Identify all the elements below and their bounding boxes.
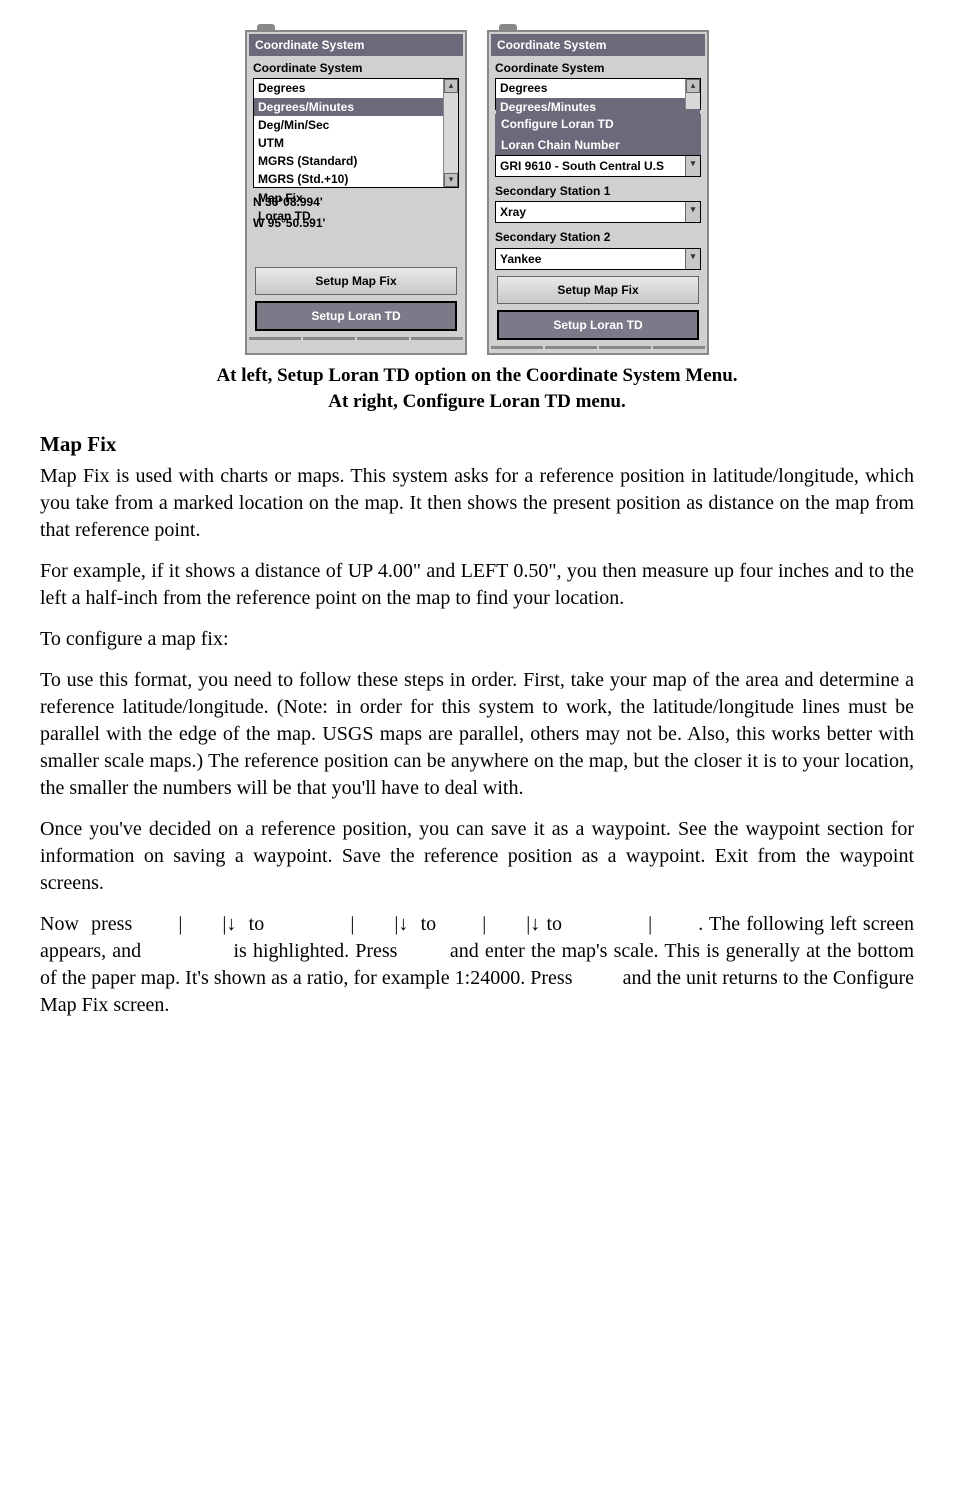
body-paragraph: Once you've decided on a reference posit… [40,816,914,897]
body-paragraph: Map Fix is used with charts or maps. Thi… [40,463,914,544]
list-item[interactable]: Degrees/Minutes [496,98,700,116]
setup-loran-td-button[interactable]: Setup Loran TD [497,310,699,340]
list-item[interactable]: Degrees [254,79,458,97]
list-item[interactable]: Map Fix [254,189,458,207]
right-panel: Coordinate System Coordinate System Degr… [487,30,709,355]
list-item[interactable]: MGRS (Standard) [254,152,458,170]
setup-loran-td-button[interactable]: Setup Loran TD [255,301,457,331]
combo-value: Yankee [500,252,541,266]
chevron-down-icon[interactable]: ▾ [685,156,700,176]
chain-number-combo[interactable]: GRI 9610 - South Central U.S ▾ [495,155,701,177]
body-paragraph: To use this format, you need to follow t… [40,667,914,802]
scrollbar[interactable]: ▴ ▾ [443,79,458,187]
list-item[interactable]: Degrees/Minutes [254,98,458,116]
list-item[interactable]: UTM [254,134,458,152]
chevron-down-icon[interactable]: ▾ [685,202,700,222]
panel-tab [257,24,275,32]
right-subtitle: Coordinate System [489,58,707,78]
combo-value: GRI 9610 - South Central U.S [500,159,664,173]
configure-loran-header: Configure Loran TD [495,114,701,134]
chevron-down-icon[interactable]: ▾ [685,249,700,269]
mini-coordinate-list[interactable]: Degrees Degrees/Minutes ▴ [495,78,701,110]
list-item[interactable]: MGRS (Std.+10) [254,170,458,188]
body-paragraph: For example, if it shows a distance of U… [40,558,914,612]
setup-map-fix-button[interactable]: Setup Map Fix [255,267,457,295]
coordinate-list[interactable]: Degrees Degrees/Minutes Deg/Min/Sec UTM … [253,78,459,188]
list-item[interactable]: Degrees [496,79,700,97]
chain-number-label: Loran Chain Number [495,135,701,155]
left-subtitle: Coordinate System [247,58,465,78]
setup-map-fix-button[interactable]: Setup Map Fix [497,276,699,304]
secondary1-combo[interactable]: Xray ▾ [495,201,701,223]
left-titlebar: Coordinate System [249,34,463,56]
figure-caption: At left, Setup Loran TD option on the Co… [40,363,914,414]
list-item[interactable]: Loran TD [254,207,458,225]
scrollbar[interactable]: ▴ [685,79,700,109]
secondary2-label: Secondary Station 2 [489,227,707,247]
steps-paragraph: Now press ||↓ to ||↓ to ||↓ to | . The f… [40,911,914,1019]
scroll-up-icon[interactable]: ▴ [444,79,458,93]
left-panel: Coordinate System Coordinate System Degr… [245,30,467,355]
map-fix-heading: Map Fix [40,430,914,458]
secondary2-combo[interactable]: Yankee ▾ [495,248,701,270]
secondary1-label: Secondary Station 1 [489,181,707,201]
screenshot-row: Coordinate System Coordinate System Degr… [40,30,914,355]
panel-tab [499,24,517,32]
right-titlebar: Coordinate System [491,34,705,56]
scroll-up-icon[interactable]: ▴ [686,79,700,93]
body-paragraph: To configure a map fix: [40,626,914,653]
scroll-down-icon[interactable]: ▾ [444,173,458,187]
combo-value: Xray [500,205,526,219]
list-item[interactable]: Deg/Min/Sec [254,116,458,134]
